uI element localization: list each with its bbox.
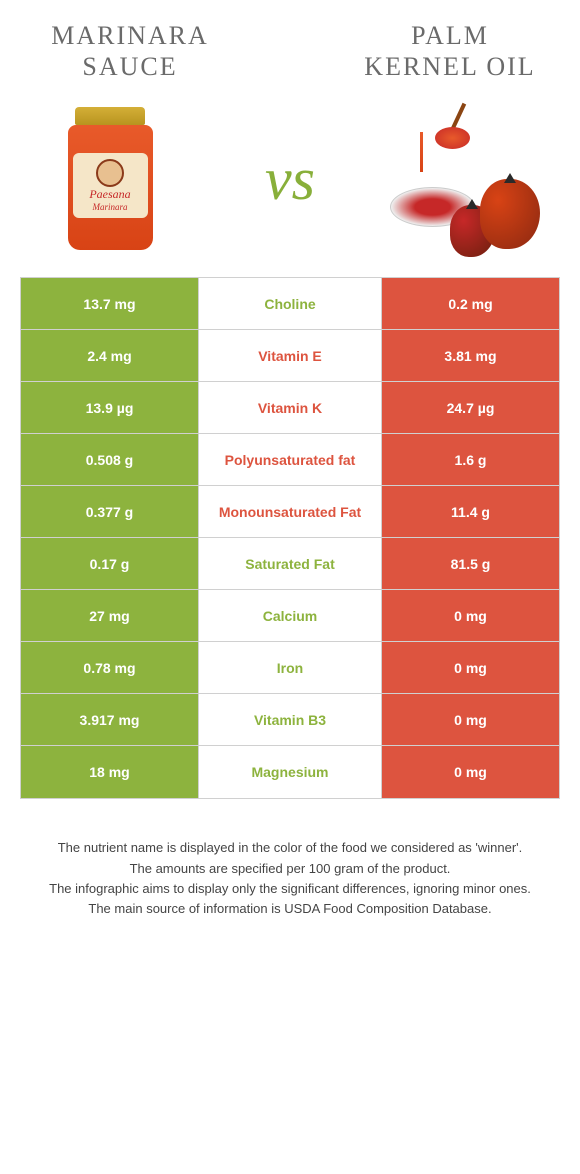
right-value: 81.5 g [381,538,559,589]
left-value: 13.7 mg [21,278,199,329]
right-value: 0.2 mg [381,278,559,329]
nutrient-label: Vitamin B3 [199,694,381,745]
left-value: 13.9 µg [21,382,199,433]
vs-text: vs [265,145,315,214]
jar-variant: Marinara [92,202,127,212]
right-value: 0 mg [381,694,559,745]
left-value: 0.377 g [21,486,199,537]
header: MARINARA SAUCE PALM KERNEL OIL [0,0,580,92]
right-title: PALM KERNEL OIL [350,20,550,82]
right-value: 1.6 g [381,434,559,485]
nutrient-label: Vitamin E [199,330,381,381]
table-row: 13.9 µgVitamin K24.7 µg [21,382,559,434]
nutrient-label: Iron [199,642,381,693]
table-row: 0.377 gMonounsaturated Fat11.4 g [21,486,559,538]
nutrient-label: Magnesium [199,746,381,798]
footer-line: The nutrient name is displayed in the co… [30,839,550,857]
table-row: 0.78 mgIron0 mg [21,642,559,694]
table-row: 13.7 mgCholine0.2 mg [21,278,559,330]
right-product-image [390,102,550,257]
left-value: 0.78 mg [21,642,199,693]
images-row: Paesana Marinara vs [0,92,580,277]
footer-line: The main source of information is USDA F… [30,900,550,918]
right-value: 0 mg [381,642,559,693]
footer-line: The amounts are specified per 100 gram o… [30,860,550,878]
nutrient-label: Polyunsaturated fat [199,434,381,485]
table-row: 18 mgMagnesium0 mg [21,746,559,798]
nutrient-label: Choline [199,278,381,329]
oil-icon [390,102,550,257]
right-value: 11.4 g [381,486,559,537]
nutrient-label: Calcium [199,590,381,641]
nutrient-label: Monounsaturated Fat [199,486,381,537]
table-row: 3.917 mgVitamin B30 mg [21,694,559,746]
left-value: 3.917 mg [21,694,199,745]
right-value: 3.81 mg [381,330,559,381]
table-row: 27 mgCalcium0 mg [21,590,559,642]
left-value: 0.17 g [21,538,199,589]
left-value: 27 mg [21,590,199,641]
footer-line: The infographic aims to display only the… [30,880,550,898]
left-value: 18 mg [21,746,199,798]
left-product-image: Paesana Marinara [30,102,190,257]
table-row: 0.508 gPolyunsaturated fat1.6 g [21,434,559,486]
table-row: 2.4 mgVitamin E3.81 mg [21,330,559,382]
left-value: 0.508 g [21,434,199,485]
nutrient-label: Vitamin K [199,382,381,433]
table-row: 0.17 gSaturated Fat81.5 g [21,538,559,590]
comparison-table: 13.7 mgCholine0.2 mg2.4 mgVitamin E3.81 … [20,277,560,799]
left-title: MARINARA SAUCE [30,20,230,82]
left-value: 2.4 mg [21,330,199,381]
jar-icon: Paesana Marinara [68,107,153,252]
right-value: 0 mg [381,746,559,798]
right-value: 0 mg [381,590,559,641]
jar-brand: Paesana [89,187,130,202]
nutrient-label: Saturated Fat [199,538,381,589]
footer-notes: The nutrient name is displayed in the co… [0,799,580,940]
right-value: 24.7 µg [381,382,559,433]
